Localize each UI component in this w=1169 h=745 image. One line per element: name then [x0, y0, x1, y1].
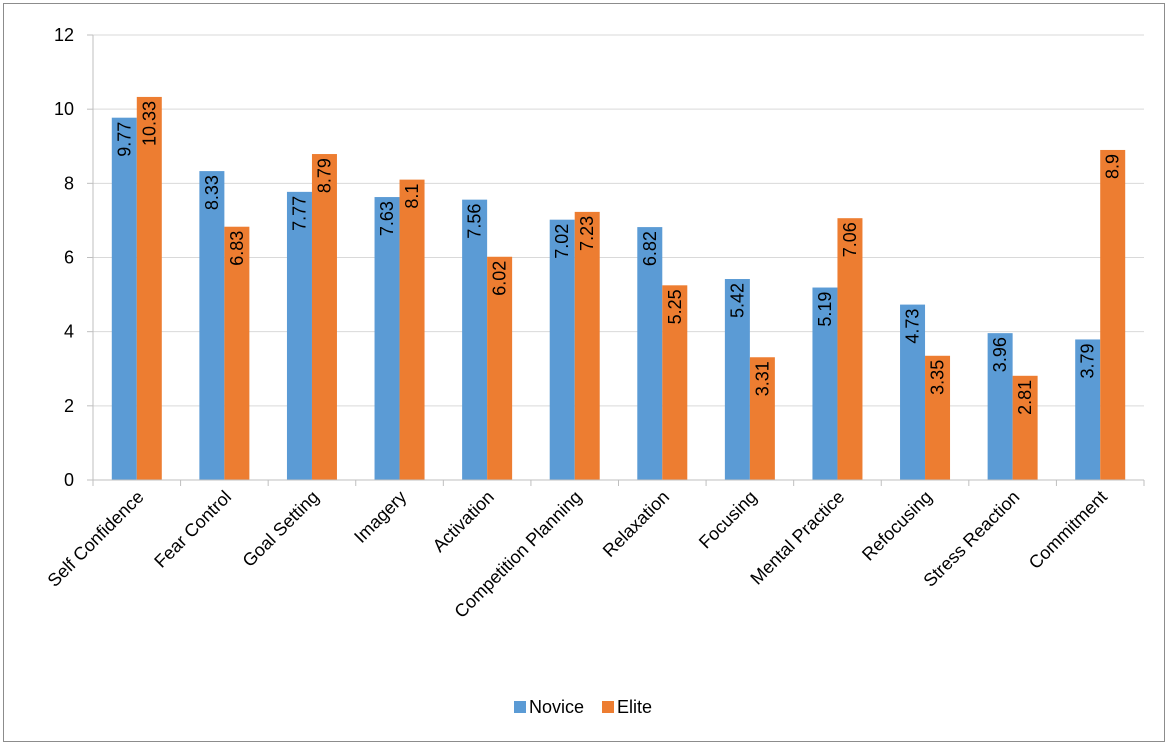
y-tick-label: 10: [54, 99, 74, 119]
y-tick-label: 8: [64, 173, 74, 193]
data-label-novice: 3.96: [990, 337, 1010, 372]
data-label-elite: 8.1: [402, 184, 422, 209]
legend: Novice Elite: [514, 697, 652, 717]
data-label-novice: 4.73: [903, 309, 923, 344]
x-category-label: Refocusing: [858, 487, 936, 565]
bar-elite: [1100, 150, 1125, 480]
y-tick-label: 2: [64, 396, 74, 416]
bar-novice: [199, 171, 224, 480]
bar-novice: [375, 197, 400, 480]
x-category-label: Focusing: [695, 487, 761, 553]
data-label-novice: 6.82: [640, 231, 660, 266]
data-label-novice: 7.63: [377, 201, 397, 236]
legend-label-novice: Novice: [529, 697, 584, 717]
x-category-label: Self Confidence: [44, 487, 148, 591]
x-category-label: Fear Control: [150, 487, 235, 572]
data-label-elite: 6.02: [490, 261, 510, 296]
y-tick-label: 12: [54, 25, 74, 45]
gridlines: [93, 35, 1144, 406]
bars: [112, 97, 1125, 480]
bar-elite: [312, 154, 337, 480]
bar-elite: [575, 212, 600, 480]
x-category-label: Activation: [429, 487, 498, 556]
bar-novice: [112, 118, 137, 480]
bar-novice: [462, 200, 487, 480]
y-tick-label: 4: [64, 322, 74, 342]
x-axis: Self Confidence Fear Control Goal Setting I…: [44, 480, 1144, 622]
data-label-novice: 5.42: [727, 283, 747, 318]
legend-swatch-elite: [602, 701, 614, 713]
data-label-novice: 5.19: [815, 292, 835, 327]
x-category-label: Mental Practice: [746, 487, 848, 589]
data-label-novice: 7.02: [552, 224, 572, 259]
data-label-elite: 3.35: [928, 360, 948, 395]
y-tick-label: 0: [64, 470, 74, 490]
y-axis: 0 2 4 6 8 10 12: [54, 25, 93, 490]
data-label-elite: 8.79: [314, 158, 334, 193]
legend-label-elite: Elite: [617, 697, 652, 717]
x-category-label: Stress Reaction: [919, 487, 1023, 591]
x-category-label: Commitment: [1025, 487, 1111, 573]
x-category-label: Relaxation: [599, 487, 673, 561]
data-label-novice: 9.77: [114, 122, 134, 157]
data-label-elite: 7.23: [577, 216, 597, 251]
data-label-elite: 2.81: [1015, 380, 1035, 415]
data-label-elite: 10.33: [139, 101, 159, 146]
data-label-elite: 6.83: [227, 231, 247, 266]
data-label-novice: 3.79: [1078, 343, 1098, 378]
data-label-novice: 7.77: [289, 196, 309, 231]
bar-elite: [400, 180, 425, 480]
legend-swatch-novice: [514, 701, 526, 713]
data-label-elite: 5.25: [665, 289, 685, 324]
data-label-novice: 8.33: [202, 175, 222, 210]
data-label-elite: 3.31: [752, 361, 772, 396]
x-category-label: Imagery: [350, 487, 410, 547]
data-label-elite: 7.06: [840, 222, 860, 257]
y-tick-label: 6: [64, 248, 74, 268]
x-category-label: Goal Setting: [239, 487, 323, 571]
data-label-novice: 7.56: [465, 204, 485, 239]
bar-novice: [287, 192, 312, 480]
data-label-elite: 8.9: [1103, 154, 1123, 179]
bar-elite: [137, 97, 162, 480]
